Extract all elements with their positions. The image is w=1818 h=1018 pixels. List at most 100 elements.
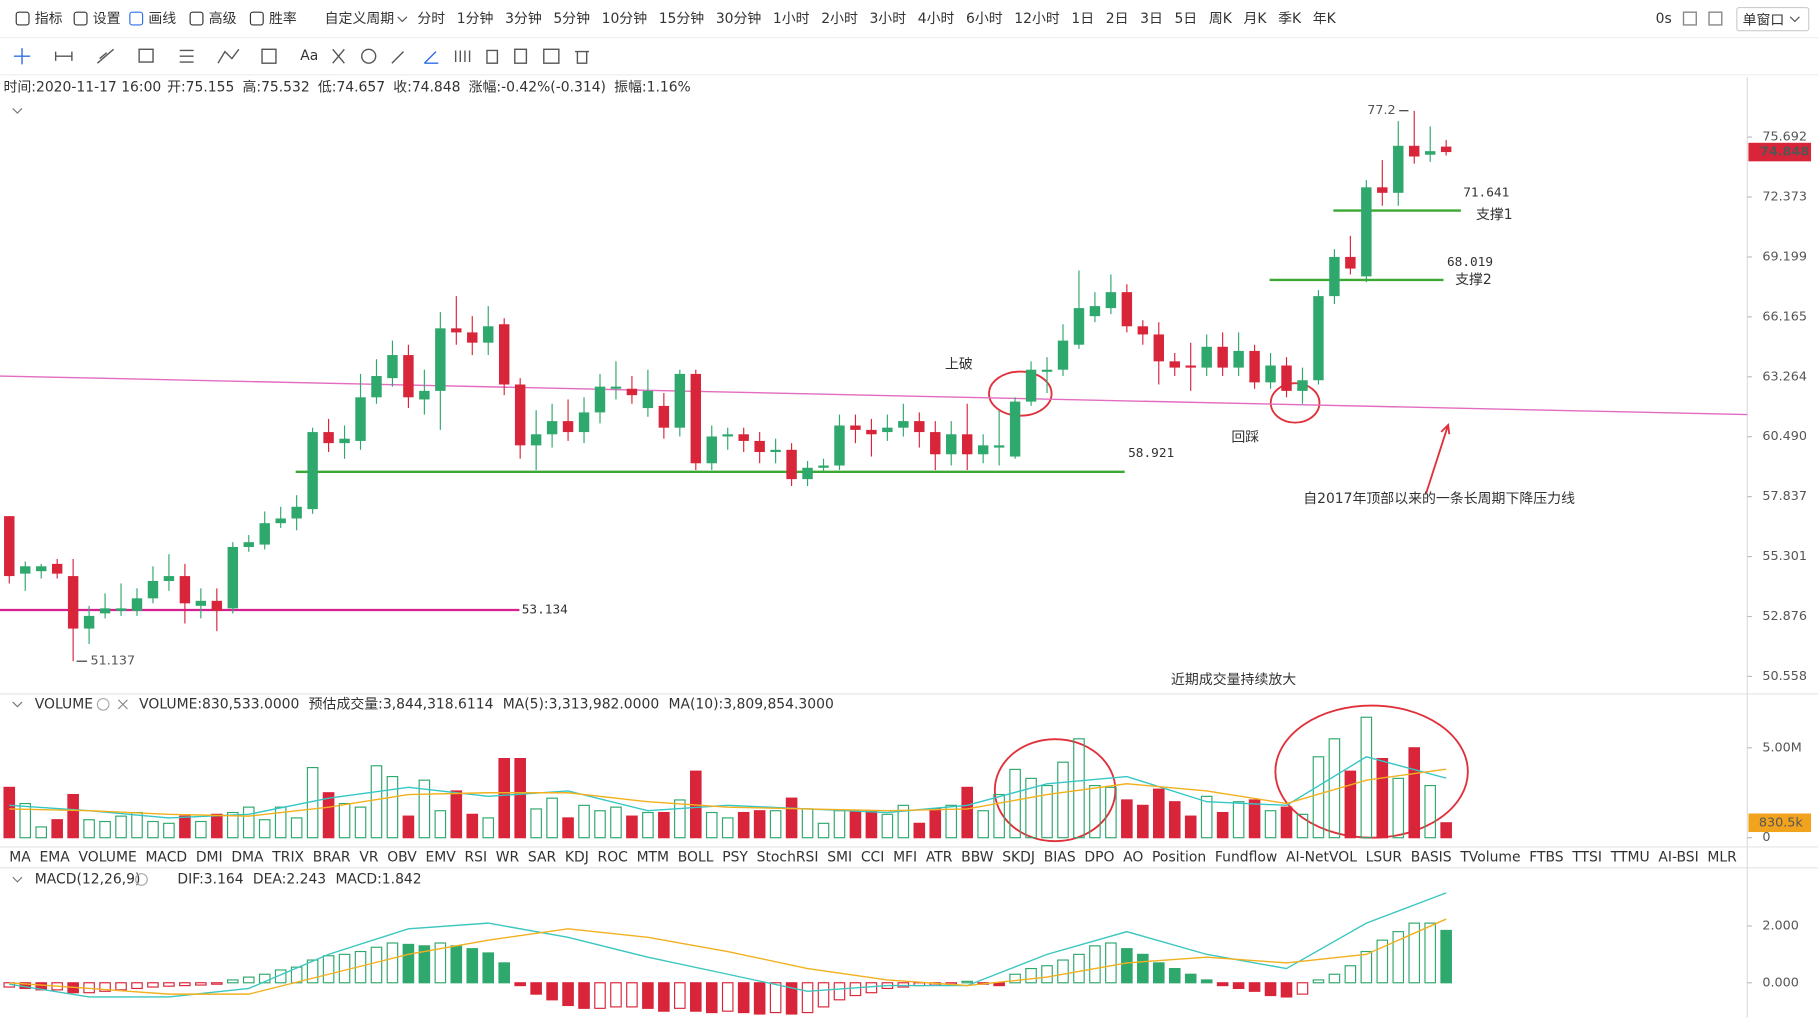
indicator-tab[interactable]: PSY	[722, 849, 748, 865]
indicator-tab[interactable]: MTM	[637, 849, 670, 865]
tool-icon[interactable]	[454, 50, 471, 63]
collapse-icon[interactable]	[12, 108, 23, 114]
indicator-tab[interactable]: BASIS	[1411, 849, 1452, 865]
tool-icon[interactable]	[486, 49, 499, 64]
tool-icon[interactable]	[575, 50, 589, 64]
indicator-tab[interactable]: SKDJ	[1002, 849, 1035, 865]
period-item[interactable]: 1小时	[773, 11, 810, 27]
text-tool[interactable]: Aa	[300, 48, 318, 64]
indicator-tab[interactable]: BOLL	[678, 849, 714, 865]
volume-bar	[578, 804, 590, 839]
indicator-tab[interactable]: DMI	[196, 849, 223, 865]
tool-icon[interactable]	[514, 48, 528, 64]
macd-bar	[1152, 962, 1165, 984]
indicator-tab[interactable]: MLR	[1707, 849, 1737, 865]
toolbar-item[interactable]: 胜率	[269, 10, 297, 27]
period-item[interactable]: 周K	[1209, 11, 1233, 27]
toolbar-item[interactable]: 画线	[148, 11, 176, 27]
indicator-tab[interactable]: CCI	[861, 849, 885, 865]
indicator-tab[interactable]: MACD	[145, 849, 187, 865]
tool-icon[interactable]	[217, 48, 240, 64]
toolbar-item[interactable]: 设置	[93, 11, 121, 27]
period-item[interactable]: 1分钟	[457, 10, 494, 27]
toolbar-item[interactable]: 高级	[209, 10, 237, 27]
tool-icon[interactable]	[423, 51, 439, 64]
indicator-tab[interactable]: TRIX	[271, 849, 304, 865]
period-item[interactable]: 10分钟	[602, 10, 648, 27]
period-item[interactable]: 1日	[1071, 11, 1094, 27]
indicator-tab[interactable]: BIAS	[1044, 849, 1076, 865]
indicator-tab[interactable]: VOLUME	[79, 849, 137, 865]
macd-bar	[482, 952, 495, 984]
indicator-tab[interactable]: OBV	[387, 849, 417, 865]
indicator-tab[interactable]: RSI	[465, 849, 488, 865]
collapse-icon[interactable]	[12, 876, 23, 883]
icon[interactable]	[1682, 11, 1697, 26]
macd-bar	[1312, 979, 1325, 984]
indicator-tab[interactable]: WR	[496, 849, 520, 865]
tool-icon[interactable]	[261, 48, 277, 64]
indicator-tab[interactable]: SAR	[528, 849, 557, 865]
indicator-tab[interactable]: DMA	[231, 849, 264, 865]
settings-icon[interactable]	[96, 697, 110, 711]
indicator-tab[interactable]: AI-NetVOL	[1286, 849, 1357, 865]
indicator-tab[interactable]: TTSI	[1571, 849, 1602, 865]
period-item[interactable]: 3日	[1140, 11, 1163, 27]
macd-bar	[179, 982, 191, 987]
period-item[interactable]: 5分钟	[553, 10, 590, 27]
indicator-tab[interactable]: MFI	[893, 849, 917, 865]
indicator-tab[interactable]: ROC	[598, 849, 628, 865]
tool-icon[interactable]	[332, 48, 345, 64]
period-item[interactable]: 季K	[1278, 11, 1302, 27]
indicator-tab[interactable]: TVolume	[1459, 849, 1520, 865]
tool-icon[interactable]	[54, 51, 73, 61]
tool-icon[interactable]	[179, 49, 194, 63]
custom-period[interactable]: 自定义周期	[325, 11, 395, 27]
tool-icon[interactable]	[138, 48, 154, 63]
period-item[interactable]: 12小时	[1014, 11, 1060, 27]
collapse-icon[interactable]	[12, 701, 23, 708]
period-item[interactable]: 年K	[1313, 11, 1337, 27]
period-item[interactable]: 分时	[417, 11, 445, 27]
tool-icon[interactable]	[391, 51, 404, 64]
close-icon[interactable]	[117, 699, 128, 710]
indicator-tab[interactable]: Position	[1152, 849, 1206, 865]
indicator-tab[interactable]: AO	[1123, 849, 1143, 865]
period-item[interactable]: 2小时	[821, 11, 858, 27]
indicator-tab[interactable]: AI-BSI	[1658, 849, 1698, 865]
indicator-tab[interactable]: VR	[359, 849, 379, 865]
period-item[interactable]: 15分钟	[659, 10, 705, 27]
period-item[interactable]: 月K	[1243, 11, 1267, 27]
indicator-tab[interactable]: LSUR	[1366, 849, 1403, 865]
indicator-tab[interactable]: EMV	[425, 849, 456, 865]
tool-icon[interactable]	[13, 48, 31, 65]
indicator-tab[interactable]: MA	[9, 849, 31, 865]
period-item[interactable]: 2日	[1106, 11, 1129, 27]
indicator-tab[interactable]: KDJ	[565, 849, 589, 865]
period-item[interactable]: 4小时	[918, 11, 955, 27]
period-item[interactable]: 30分钟	[716, 10, 762, 27]
period-item[interactable]: 6小时	[966, 11, 1003, 27]
tool-icon[interactable]	[96, 48, 115, 64]
indicator-tab[interactable]: BRAR	[313, 849, 351, 865]
period-item[interactable]: 3小时	[869, 11, 906, 27]
toolbar-item[interactable]: 指标	[35, 11, 63, 27]
indicator-tab[interactable]: BBW	[961, 849, 994, 865]
indicator-tab[interactable]: SMI	[827, 849, 852, 865]
indicator-tab[interactable]: EMA	[39, 849, 70, 865]
indicator-tab[interactable]: FTBS	[1529, 849, 1564, 865]
window-mode[interactable]: 单窗口	[1743, 11, 1785, 28]
icon[interactable]	[1708, 11, 1723, 26]
indicator-tab[interactable]: StochRSI	[757, 849, 819, 865]
indicator-tab[interactable]: Fundflow	[1215, 849, 1277, 865]
tool-icon[interactable]	[361, 48, 377, 64]
period-item[interactable]: 5日	[1174, 11, 1197, 27]
tool-icon[interactable]	[543, 48, 560, 64]
indicator-tab[interactable]: TTMU	[1610, 849, 1650, 865]
window-mode-box[interactable]	[1736, 6, 1810, 32]
indicator-tab[interactable]: ATR	[926, 849, 953, 865]
period-item[interactable]: 3分钟	[505, 10, 542, 27]
indicator-tab[interactable]: DPO	[1084, 849, 1114, 865]
settings-icon[interactable]	[135, 873, 148, 886]
